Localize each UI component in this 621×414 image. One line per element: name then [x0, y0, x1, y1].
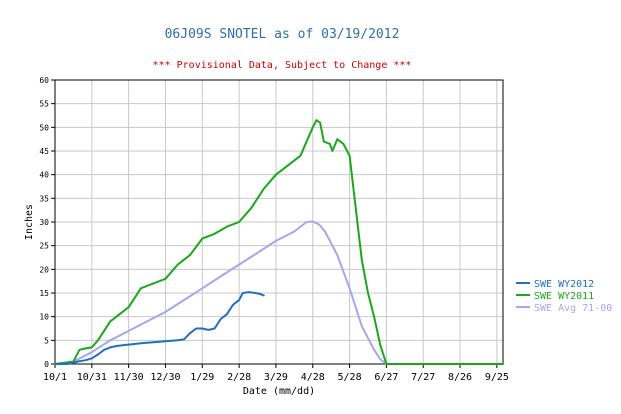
x-tick-label: 7/27: [411, 372, 435, 383]
x-tick-label: 4/28: [301, 372, 325, 383]
x-axis: 10/1 10/31 11/30 12/30 1/29 2/28 3/29 4/28 5/28 6…: [43, 364, 509, 383]
chart-title: 06J09S SNOTEL as of 03/19/2012: [165, 27, 400, 42]
series-line-wy2012: [54, 291, 265, 365]
legend-label-avg: SWE Avg 71-00: [534, 303, 612, 314]
x-tick-label: 1/29: [190, 372, 214, 383]
x-axis-label: Date (mm/dd): [243, 386, 315, 397]
y-axis-label: Inches: [24, 204, 35, 240]
series-lines: [54, 119, 504, 365]
y-tick-label: 40: [39, 171, 49, 180]
y-axis: 0 5 10 15 20 25 30 35 40 45 50 55 60: [39, 76, 55, 369]
y-tick-label: 10: [39, 313, 49, 322]
x-tick-label: 3/29: [264, 372, 288, 383]
y-tick-label: 60: [39, 76, 49, 85]
chart-subtitle: *** Provisional Data, Subject to Change …: [153, 60, 412, 71]
y-tick-label: 30: [39, 218, 49, 227]
y-tick-label: 50: [39, 123, 49, 132]
x-tick-label: 10/1: [43, 372, 67, 383]
series-line-avg: [54, 220, 504, 365]
legend-label-wy2012: SWE WY2012: [534, 279, 594, 290]
x-tick-label: 8/26: [448, 372, 472, 383]
x-tick-label: 5/28: [338, 372, 362, 383]
legend-label-wy2011: SWE WY2011: [534, 291, 594, 302]
y-tick-label: 15: [39, 289, 49, 298]
y-tick-label: 35: [39, 194, 49, 203]
x-tick-label: 11/30: [114, 372, 144, 383]
x-tick-label: 10/31: [77, 372, 107, 383]
y-tick-label: 45: [39, 147, 49, 156]
y-tick-label: 5: [44, 336, 49, 345]
series-line-wy2011: [54, 119, 504, 365]
y-tick-label: 55: [39, 100, 49, 109]
gridlines: [55, 80, 503, 364]
y-tick-label: 20: [39, 265, 49, 274]
x-tick-label: 2/28: [227, 372, 251, 383]
x-tick-label: 6/27: [374, 372, 398, 383]
y-tick-label: 25: [39, 242, 49, 251]
x-tick-label: 12/30: [150, 372, 180, 383]
x-tick-label: 9/25: [485, 372, 509, 383]
y-tick-label: 0: [44, 360, 49, 369]
